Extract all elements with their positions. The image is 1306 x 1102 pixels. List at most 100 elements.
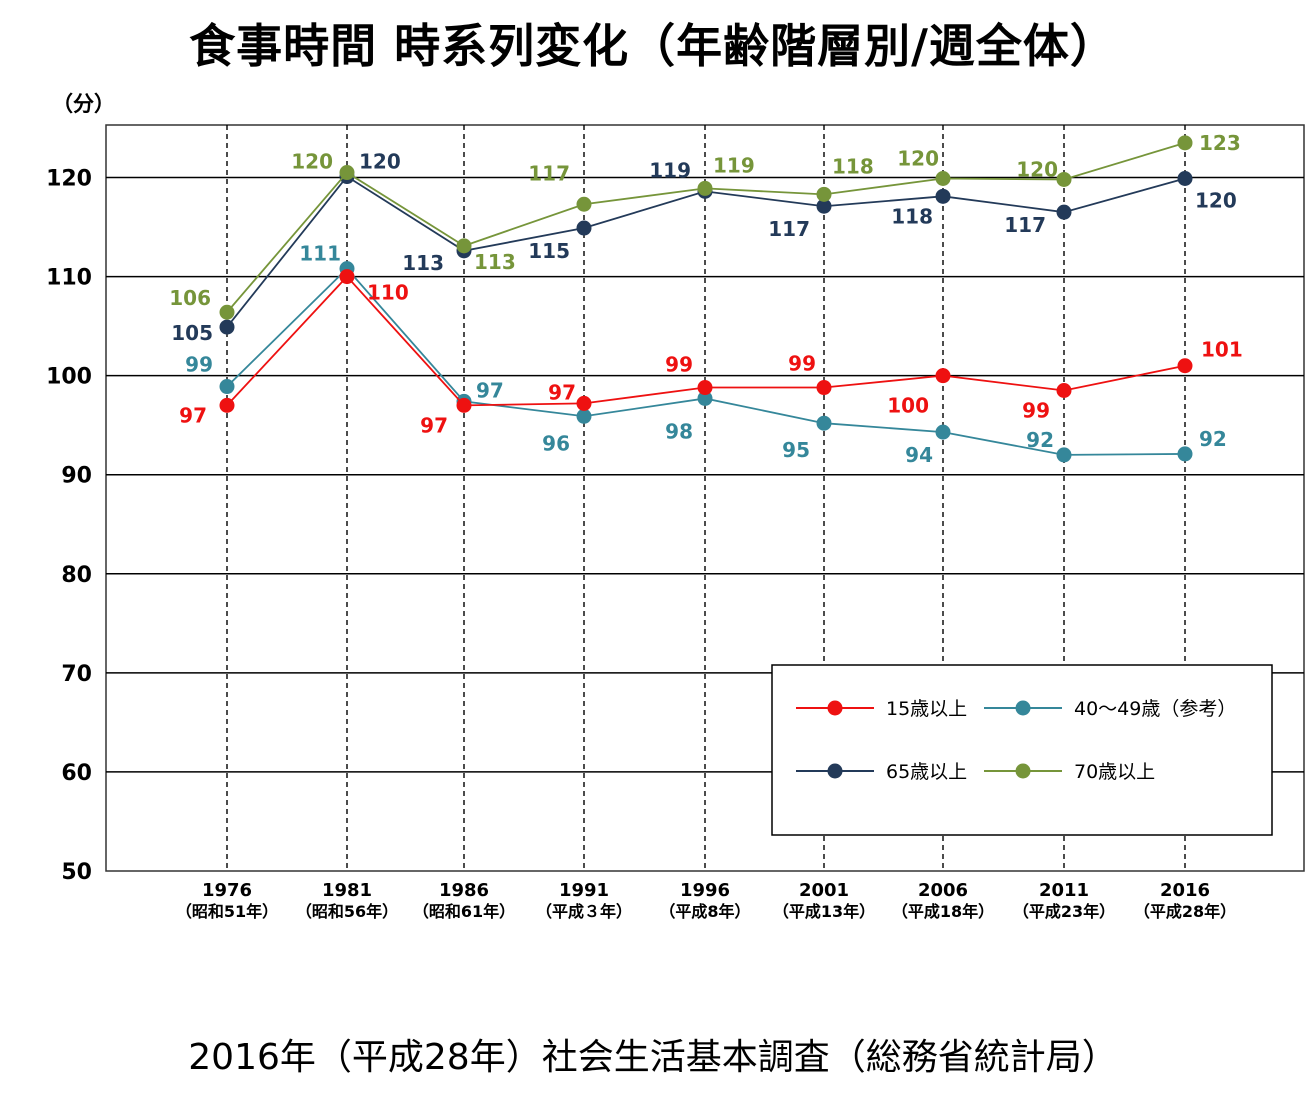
data-label: 119 <box>713 153 755 177</box>
data-point <box>1177 446 1193 462</box>
source-note: 2016年（平成28年）社会生活基本調査（総務省統計局） <box>188 1037 1118 1078</box>
y-axis-unit-label: （分） <box>52 92 115 116</box>
legend-marker <box>1015 763 1031 779</box>
y-tick-label: 110 <box>46 266 92 291</box>
data-label: 97 <box>420 413 448 437</box>
y-tick-label: 120 <box>46 167 92 192</box>
grid-layer <box>105 124 1305 872</box>
data-point <box>576 395 592 411</box>
data-label: 105 <box>171 321 213 345</box>
data-point <box>339 165 355 181</box>
y-tick-label: 100 <box>46 365 92 390</box>
legend-label: 40～49歳（参考） <box>1074 698 1236 720</box>
data-label: 106 <box>169 286 211 310</box>
data-point <box>219 397 235 413</box>
data-label: 123 <box>1199 131 1241 155</box>
x-tick-year: 1996 <box>680 880 730 901</box>
chart-title: 食事時間 時系列変化（年齢階層別/週全体） <box>189 19 1117 73</box>
data-label: 118 <box>891 204 933 228</box>
y-tick-label: 60 <box>61 761 92 786</box>
legend-marker <box>1015 700 1031 716</box>
legend-marker <box>827 700 843 716</box>
data-label: 118 <box>832 154 874 178</box>
x-tick-era: （昭和56年） <box>296 902 398 921</box>
data-point <box>576 408 592 424</box>
data-point <box>456 238 472 254</box>
legend: 15歳以上 40～49歳（参考） 65歳以上 70歳以上 <box>771 664 1273 836</box>
data-label: 117 <box>768 217 810 241</box>
legend-label: 70歳以上 <box>1074 761 1155 783</box>
data-point <box>1056 204 1072 220</box>
data-label: 110 <box>367 281 409 305</box>
data-point <box>1177 135 1193 151</box>
y-tick-label: 50 <box>61 860 92 885</box>
x-tick-era: （平成8年） <box>659 902 750 921</box>
x-tick-year: 1991 <box>559 880 609 901</box>
data-point <box>697 390 713 406</box>
data-label: 97 <box>476 378 504 402</box>
data-label: 120 <box>1195 188 1237 212</box>
data-label: 111 <box>299 242 341 266</box>
data-label: 120 <box>291 150 333 174</box>
legend-box <box>771 664 1273 836</box>
data-point <box>219 319 235 335</box>
data-label: 99 <box>185 353 213 377</box>
data-label: 120 <box>359 150 401 174</box>
data-label: 119 <box>649 158 691 182</box>
data-point <box>816 186 832 202</box>
data-label: 100 <box>887 394 929 418</box>
x-tick-year: 2001 <box>799 880 849 901</box>
x-tick-era: （平成23年） <box>1013 902 1115 921</box>
data-label: 92 <box>1199 427 1227 451</box>
data-label: 113 <box>402 251 444 275</box>
x-tick-era: （平成３年） <box>536 902 632 921</box>
x-tick-era: （平成18年） <box>892 902 994 921</box>
data-point <box>697 180 713 196</box>
data-label: 99 <box>1022 399 1050 423</box>
data-point <box>576 220 592 236</box>
data-point <box>816 415 832 431</box>
data-label: 117 <box>1004 213 1046 237</box>
y-tick-label: 90 <box>61 464 92 489</box>
data-point <box>697 380 713 396</box>
data-label: 120 <box>897 146 939 170</box>
y-tick-label: 80 <box>61 563 92 588</box>
data-point <box>1056 383 1072 399</box>
x-tick-year: 1976 <box>202 880 252 901</box>
data-label: 115 <box>528 239 570 263</box>
x-tick-year: 2006 <box>918 880 968 901</box>
line-chart: 50 60 70 80 90 100 110 120 1976（昭和51年） 1981（昭和56年… <box>46 124 1305 921</box>
x-tick-era: （昭和61年） <box>413 902 515 921</box>
x-tick-year: 2011 <box>1039 880 1089 901</box>
x-tick-era: （平成28年） <box>1134 902 1236 921</box>
legend-label: 65歳以上 <box>886 761 967 783</box>
axis-labels: 50 60 70 80 90 100 110 120 1976（昭和51年） 1981（昭和56年… <box>46 167 1236 921</box>
data-point <box>935 424 951 440</box>
data-label: 94 <box>905 443 933 467</box>
data-label: 96 <box>542 431 570 455</box>
data-point <box>576 196 592 212</box>
data-label: 101 <box>1201 338 1243 362</box>
data-label: 113 <box>474 250 516 274</box>
data-label: 99 <box>788 352 816 376</box>
x-tick-year: 2016 <box>1160 880 1210 901</box>
data-point <box>1177 358 1193 374</box>
legend-marker <box>827 763 843 779</box>
data-point <box>935 188 951 204</box>
data-point <box>456 397 472 413</box>
data-label: 98 <box>665 419 693 443</box>
data-point <box>816 198 832 214</box>
data-label: 99 <box>665 353 693 377</box>
x-tick-year: 1981 <box>322 880 372 901</box>
data-label: 117 <box>528 161 570 185</box>
legend-label: 15歳以上 <box>886 698 967 720</box>
x-tick-era: （平成13年） <box>773 902 875 921</box>
x-tick-era: （昭和51年） <box>176 902 278 921</box>
data-point <box>1056 171 1072 187</box>
series-layer <box>219 135 1193 463</box>
data-point <box>935 170 951 186</box>
data-point <box>935 368 951 384</box>
y-tick-label: 70 <box>61 662 92 687</box>
data-point <box>219 379 235 395</box>
data-label: 97 <box>179 403 207 427</box>
